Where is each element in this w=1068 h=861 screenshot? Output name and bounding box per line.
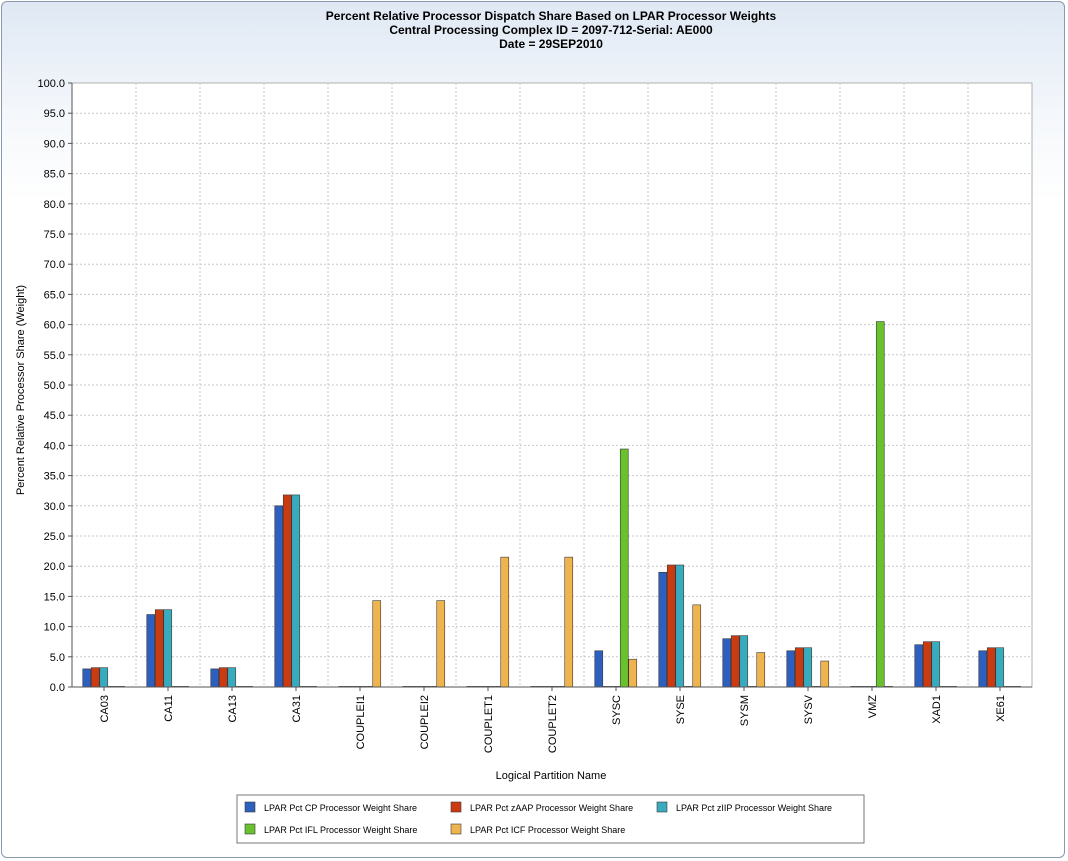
legend-label-series-5: LPAR Pct ICF Processor Weight Share	[470, 825, 625, 835]
chart-title: Percent Relative Processor Dispatch Shar…	[326, 9, 777, 51]
x-tick-label-couplei1: COUPLEI1	[355, 695, 367, 749]
legend-box	[236, 794, 865, 844]
bar-syse-series-1	[658, 571, 668, 688]
x-tick-label-sysv: SYSV	[803, 694, 815, 724]
y-tick-label: 95.0	[44, 108, 65, 120]
y-tick-label: 55.0	[44, 350, 65, 362]
bar-ca31-series-1	[274, 505, 284, 688]
y-tick-label: 85.0	[44, 169, 65, 181]
bar-ca31-series-3	[291, 494, 301, 688]
bar-xe61-series-1	[978, 650, 988, 688]
y-tick-label: 50.0	[44, 380, 65, 392]
bar-sysv-series-3	[803, 647, 813, 688]
y-tick-label: 45.0	[44, 410, 65, 422]
bar-sysm-series-5	[756, 652, 766, 688]
bar-couplei2-series-5	[436, 600, 446, 688]
x-tick-label-ca11: CA11	[163, 695, 175, 722]
chart-title-line-1: Percent Relative Processor Dispatch Shar…	[326, 9, 777, 23]
y-tick-label: 70.0	[44, 259, 65, 271]
grid-lines	[72, 83, 1032, 687]
legend-swatch-series-4	[244, 823, 256, 835]
y-tick-label: 5.0	[50, 652, 65, 664]
x-tick-label-ca31: CA31	[291, 695, 303, 723]
bar-ca31-series-2	[282, 494, 292, 688]
bar-xe61-series-3	[995, 647, 1005, 688]
bar-ca13-series-3	[227, 667, 237, 688]
y-tick-label: 60.0	[44, 320, 65, 332]
legend-label-series-1: LPAR Pct CP Processor Weight Share	[264, 803, 417, 813]
x-tick-label-vmz: VMZ	[867, 695, 879, 719]
legend: LPAR Pct CP Processor Weight Share LPAR P…	[236, 794, 865, 844]
x-tick-label-syse: SYSE	[675, 695, 687, 724]
legend-label-series-3: LPAR Pct zIIP Processor Weight Share	[676, 803, 832, 813]
bar-xe61-series-2	[986, 647, 996, 688]
bar-ca03-series-3	[99, 667, 109, 688]
y-axis-ticks: 0.0 5.0 10.0 15.0 20.0 25.0 30.0 35.0 40.0 45.0 50…	[37, 78, 72, 694]
y-tick-label: 0.0	[50, 682, 65, 694]
bar-couplei1-series-5	[372, 600, 382, 688]
bar-couplet2-series-5	[564, 556, 574, 688]
y-tick-label: 80.0	[44, 199, 65, 211]
y-tick-label: 35.0	[44, 471, 65, 483]
bar-syse-series-2	[666, 564, 676, 688]
bar-sysc-series-4	[619, 448, 629, 688]
y-tick-label: 75.0	[44, 229, 65, 241]
y-tick-label: 40.0	[44, 440, 65, 452]
bar-ca13-series-1	[210, 668, 220, 688]
bar-sysv-series-2	[794, 647, 804, 688]
x-axis-title: Logical Partition Name	[496, 770, 607, 782]
bar-ca13-series-2	[218, 667, 228, 688]
y-tick-label: 20.0	[44, 561, 65, 573]
chart-title-line-2: Central Processing Complex ID = 2097-712…	[389, 23, 713, 37]
bar-ca03-series-2	[90, 667, 100, 688]
legend-swatch-series-2	[450, 801, 462, 813]
x-tick-label-couplet1: COUPLET1	[483, 695, 495, 753]
legend-label-series-2: LPAR Pct zAAP Processor Weight Share	[470, 803, 633, 813]
legend-swatch-series-1	[244, 801, 256, 813]
bar-syse-series-3	[675, 564, 685, 688]
y-axis-title: Percent Relative Processor Share (Weight…	[15, 285, 27, 495]
legend-swatch-series-5	[450, 823, 462, 835]
bar-ca03-series-1	[82, 668, 92, 688]
y-tick-label: 10.0	[44, 622, 65, 634]
y-tick-label: 65.0	[44, 289, 65, 301]
bar-sysm-series-1	[722, 638, 732, 688]
legend-swatch-series-3	[656, 801, 668, 813]
x-tick-label-xe61: XE61	[995, 695, 1007, 722]
legend-label-series-4: LPAR Pct IFL Processor Weight Share	[264, 825, 417, 835]
x-tick-label-ca13: CA13	[227, 695, 239, 723]
x-tick-label-sysm: SYSM	[739, 695, 751, 726]
y-tick-label: 25.0	[44, 531, 65, 543]
bar-sysm-series-2	[730, 635, 740, 688]
x-tick-label-couplei2: COUPLEI2	[419, 695, 431, 749]
bar-syse-series-5	[692, 604, 702, 688]
x-tick-label-ca03: CA03	[99, 695, 111, 723]
x-axis-ticks: CA03 CA11 CA13 CA31 COUPLEI1 COUPLEI2 COUPLET1…	[99, 687, 1007, 753]
bar-vmz-series-4	[875, 321, 885, 688]
bar-sysc-series-1	[594, 650, 604, 688]
bar-xad1-series-1	[914, 644, 924, 688]
x-tick-label-couplet2: COUPLET2	[547, 695, 559, 753]
bar-ca11-series-1	[146, 614, 156, 688]
y-tick-label: 100.0	[37, 78, 65, 90]
y-tick-label: 90.0	[44, 138, 65, 150]
bar-ca11-series-3	[163, 609, 173, 688]
bar-sysv-series-1	[786, 650, 796, 688]
bar-sysc-series-5	[628, 658, 638, 688]
bar-couplet1-series-5	[500, 556, 510, 688]
x-tick-label-xad1: XAD1	[931, 695, 943, 724]
bar-sysv-series-5	[820, 660, 830, 688]
bar-sysm-series-3	[739, 635, 749, 688]
bar-xad1-series-2	[922, 641, 932, 688]
bar-ca11-series-2	[154, 609, 164, 688]
y-tick-label: 15.0	[44, 591, 65, 603]
y-tick-label: 30.0	[44, 501, 65, 513]
x-tick-label-sysc: SYSC	[611, 695, 623, 725]
chart-title-line-3: Date = 29SEP2010	[499, 37, 603, 51]
bar-xad1-series-3	[931, 641, 941, 688]
